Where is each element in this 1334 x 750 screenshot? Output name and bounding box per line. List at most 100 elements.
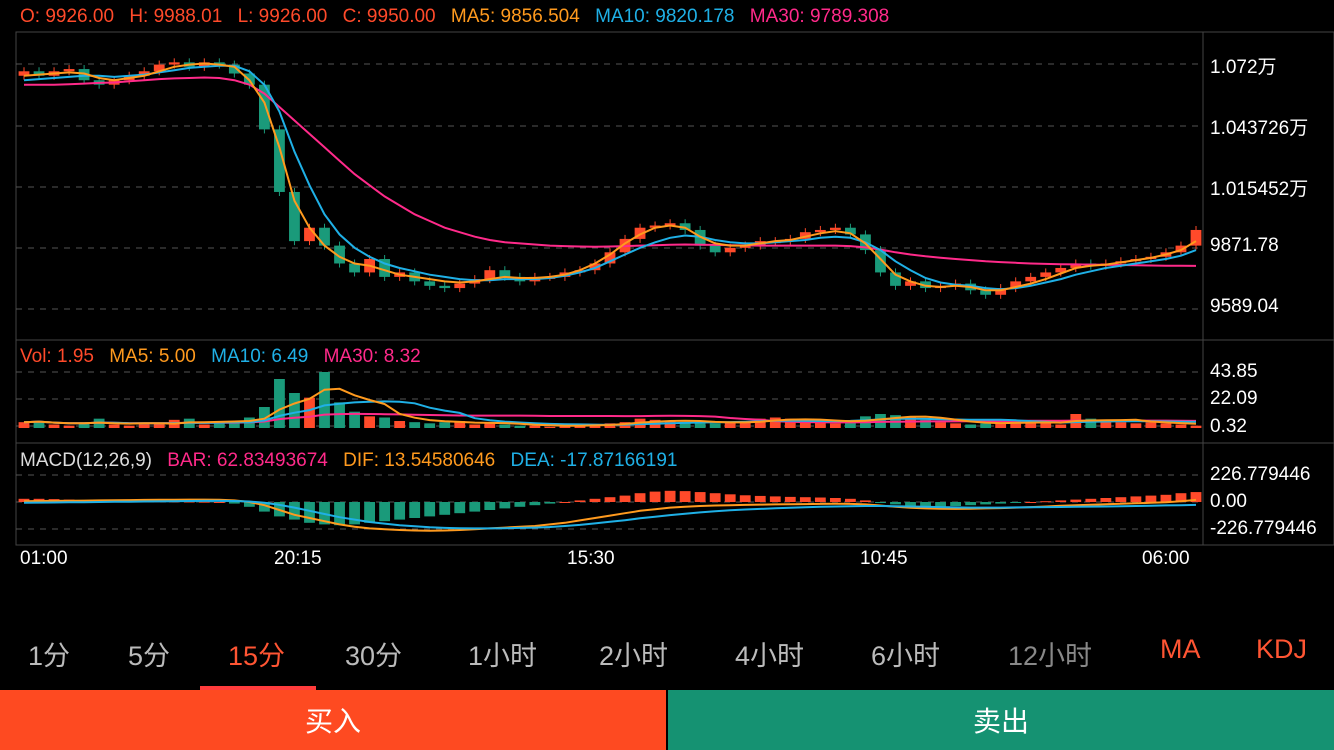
volume-bar bbox=[1085, 418, 1097, 428]
candle-body bbox=[1070, 263, 1082, 268]
tab-30min[interactable]: 30分 bbox=[345, 641, 403, 671]
candle-body bbox=[424, 281, 436, 286]
volume-bar bbox=[679, 422, 691, 428]
volume-bar bbox=[349, 411, 360, 428]
macd-bar bbox=[875, 502, 886, 503]
tab-12hour[interactable]: 12小时 bbox=[1008, 641, 1093, 671]
volume-bar bbox=[799, 421, 811, 428]
macd-bar bbox=[243, 502, 255, 507]
ma10-line bbox=[23, 64, 1197, 291]
volume-bar bbox=[784, 418, 796, 428]
volume-bar bbox=[484, 423, 496, 428]
price-axis-label: 1.043726万 bbox=[1210, 118, 1309, 139]
candle-body bbox=[589, 263, 601, 271]
macd-dif-value: DIF: 13.54580646 bbox=[343, 450, 496, 471]
candle-body bbox=[574, 270, 586, 273]
volume-bar bbox=[334, 402, 345, 428]
volume-axis-label: 0.32 bbox=[1210, 416, 1247, 437]
candle-body bbox=[349, 263, 360, 273]
volume-bar bbox=[379, 417, 391, 428]
volume-bar bbox=[544, 426, 556, 428]
tab-kdj-indicator[interactable]: KDJ bbox=[1256, 634, 1308, 664]
candle-body bbox=[334, 245, 345, 264]
macd-bar bbox=[1160, 494, 1172, 502]
candle-body bbox=[649, 225, 661, 228]
candle-body bbox=[454, 283, 466, 289]
tab-6hour[interactable]: 6小时 bbox=[871, 641, 941, 671]
tab-5min[interactable]: 5分 bbox=[128, 641, 171, 671]
volume-bar bbox=[514, 425, 526, 428]
volume-bar bbox=[529, 425, 541, 428]
macd-bar bbox=[289, 502, 300, 520]
macd-bar bbox=[845, 498, 856, 502]
candle-body bbox=[1055, 267, 1067, 273]
volume-bar bbox=[319, 372, 330, 428]
macd-bar bbox=[754, 495, 766, 502]
candle-body bbox=[875, 250, 886, 273]
candle-body bbox=[634, 227, 646, 239]
volume-bar bbox=[274, 379, 285, 428]
volume-bar bbox=[63, 425, 75, 428]
macd-bar bbox=[1010, 502, 1022, 503]
macd-bar bbox=[769, 496, 781, 502]
volume-bar bbox=[980, 423, 992, 428]
tab-1min[interactable]: 1分 bbox=[28, 641, 71, 671]
sell-button[interactable]: 卖出 bbox=[668, 690, 1334, 750]
macd-bar bbox=[724, 494, 736, 502]
volume-bar bbox=[424, 423, 436, 428]
macd-bar bbox=[304, 502, 315, 523]
close-value: C: 9950.00 bbox=[342, 6, 436, 27]
price-axis-label: 9871.78 bbox=[1210, 235, 1279, 256]
tab-2hour[interactable]: 2小时 bbox=[599, 641, 669, 671]
macd-bar bbox=[1145, 495, 1157, 502]
volume-bar bbox=[935, 422, 946, 428]
candle-body bbox=[995, 288, 1007, 295]
tab-15min[interactable]: 15分 bbox=[228, 641, 286, 671]
vol-ma30-value: MA30: 8.32 bbox=[323, 346, 421, 367]
macd-axis-label: -226.779446 bbox=[1210, 518, 1317, 539]
tab-1hour[interactable]: 1小时 bbox=[468, 641, 538, 671]
macd-bar bbox=[409, 502, 421, 518]
volume-bar bbox=[364, 416, 375, 428]
volume-bar bbox=[153, 423, 165, 428]
tab-ma-indicator[interactable]: MA bbox=[1160, 634, 1201, 664]
macd-bar bbox=[649, 491, 661, 502]
macd-bar bbox=[514, 502, 526, 507]
candle-body bbox=[664, 223, 676, 226]
volume-bar bbox=[829, 423, 841, 428]
low-value: L: 9926.00 bbox=[237, 6, 328, 27]
macd-bar bbox=[920, 502, 931, 507]
macd-bar bbox=[574, 500, 586, 502]
time-axis-label: 20:15 bbox=[274, 548, 322, 569]
buy-button[interactable]: 买入 bbox=[0, 690, 666, 750]
volume-bar bbox=[18, 422, 30, 428]
candle-body bbox=[228, 64, 240, 74]
candle-body bbox=[78, 69, 90, 81]
macd-bar bbox=[1055, 500, 1067, 502]
volume-bar bbox=[1055, 424, 1067, 428]
macd-bar bbox=[860, 500, 871, 502]
interval-tabs: 1分 5分 15分 30分 1小时 2小时 4小时 6小时 12小时 MA KD… bbox=[0, 620, 1334, 690]
volume-bar bbox=[664, 421, 676, 428]
macd-bar bbox=[228, 502, 240, 504]
kline-chart[interactable] bbox=[0, 0, 1334, 610]
volume-bar bbox=[138, 424, 150, 428]
macd-bar bbox=[1070, 499, 1082, 502]
macd-bar bbox=[739, 495, 751, 502]
price-axis-label: 1.015452万 bbox=[1210, 179, 1309, 200]
tab-4hour[interactable]: 4小时 bbox=[735, 641, 805, 671]
volume-bar bbox=[905, 417, 916, 428]
volume-bar bbox=[920, 419, 931, 428]
candle-body bbox=[604, 252, 616, 264]
volume-bar bbox=[845, 421, 856, 428]
volume-axis-label: 43.85 bbox=[1210, 361, 1258, 382]
high-value: H: 9988.01 bbox=[129, 6, 223, 27]
volume-bar bbox=[754, 418, 766, 428]
price-legend: O: 9926.00 H: 9988.01 L: 9926.00 C: 9950… bbox=[20, 6, 899, 28]
candle-body bbox=[439, 285, 451, 289]
macd-bar bbox=[1130, 496, 1142, 502]
vol-ma5-line bbox=[23, 387, 1197, 427]
volume-bar bbox=[78, 423, 90, 428]
macd-bar bbox=[935, 502, 946, 507]
volume-bar bbox=[33, 421, 45, 428]
